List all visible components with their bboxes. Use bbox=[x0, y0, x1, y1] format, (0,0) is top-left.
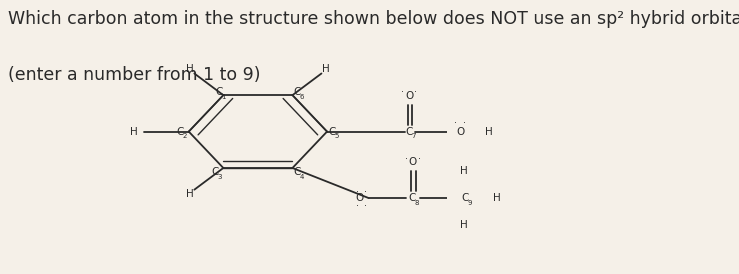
Text: O: O bbox=[405, 91, 413, 101]
Text: 6: 6 bbox=[299, 93, 304, 99]
Text: ·: · bbox=[404, 154, 407, 164]
Text: ·: · bbox=[401, 87, 404, 97]
Text: C: C bbox=[294, 87, 302, 97]
Text: O: O bbox=[355, 193, 363, 203]
Text: 1: 1 bbox=[221, 93, 225, 99]
Text: C: C bbox=[294, 167, 302, 177]
Text: ·: · bbox=[364, 187, 367, 197]
Text: H: H bbox=[460, 220, 468, 230]
Text: 2: 2 bbox=[182, 133, 186, 139]
Text: C: C bbox=[177, 127, 183, 136]
Text: 5: 5 bbox=[335, 133, 339, 139]
Text: (enter a number from 1 to 9): (enter a number from 1 to 9) bbox=[8, 67, 261, 84]
Text: O: O bbox=[409, 157, 417, 167]
Text: C: C bbox=[212, 167, 219, 177]
Text: ·: · bbox=[364, 201, 367, 211]
Text: 8: 8 bbox=[415, 200, 419, 206]
Text: H: H bbox=[322, 64, 330, 75]
Text: 9: 9 bbox=[467, 200, 471, 206]
Text: ·: · bbox=[454, 118, 457, 129]
Text: ·: · bbox=[415, 87, 418, 97]
Text: H: H bbox=[186, 189, 194, 199]
Text: C: C bbox=[329, 127, 336, 136]
Text: C: C bbox=[215, 87, 222, 97]
Text: 4: 4 bbox=[299, 174, 304, 180]
Text: 3: 3 bbox=[217, 174, 222, 180]
Text: O: O bbox=[457, 127, 465, 136]
Text: C: C bbox=[405, 127, 412, 136]
Text: H: H bbox=[186, 64, 194, 75]
Text: H: H bbox=[130, 127, 137, 136]
Text: C: C bbox=[409, 193, 416, 203]
Text: Which carbon atom in the structure shown below does NOT use an sp² hybrid orbita: Which carbon atom in the structure shown… bbox=[8, 10, 739, 27]
Text: C: C bbox=[461, 193, 469, 203]
Text: H: H bbox=[486, 127, 493, 136]
Text: ·: · bbox=[356, 187, 359, 197]
Text: 7: 7 bbox=[411, 133, 415, 139]
Text: ·: · bbox=[356, 201, 359, 211]
Text: ·: · bbox=[418, 154, 421, 164]
Text: H: H bbox=[460, 166, 468, 176]
Text: H: H bbox=[493, 193, 500, 203]
Text: ·: · bbox=[463, 118, 466, 129]
